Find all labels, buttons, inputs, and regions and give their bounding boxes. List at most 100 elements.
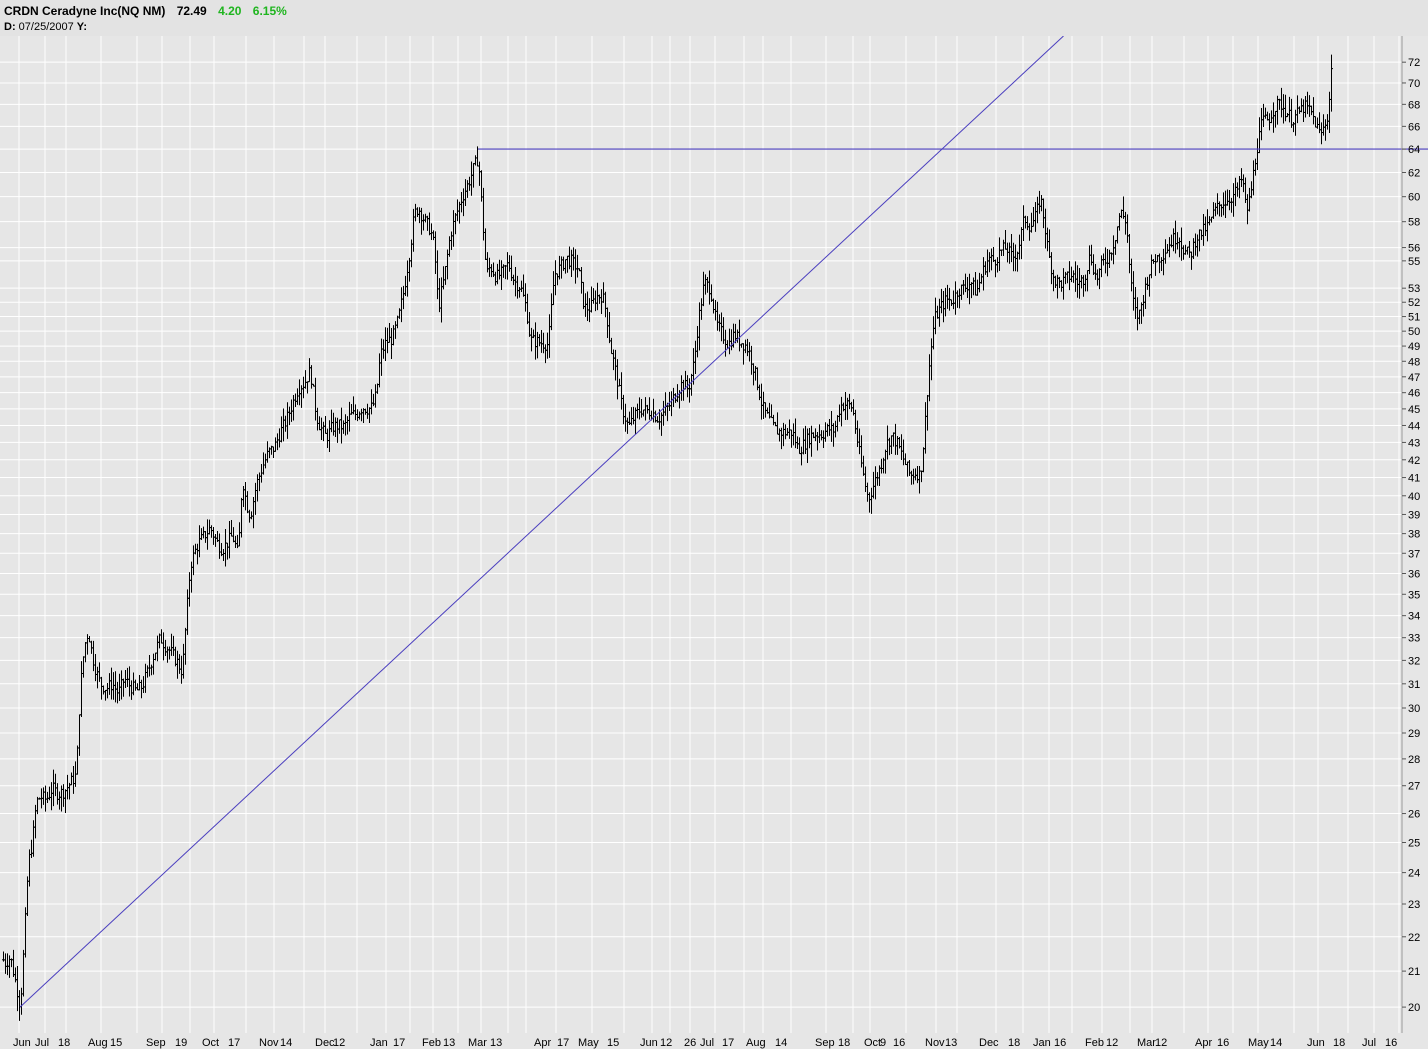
x-tick-label: 18	[58, 1037, 70, 1049]
y-tick-label: 42	[1408, 455, 1420, 467]
y-tick-label: 45	[1408, 404, 1420, 416]
x-tick-label: 17	[228, 1037, 240, 1049]
x-tick-label: Dec	[315, 1037, 335, 1049]
y-tick-label: 32	[1408, 655, 1420, 667]
y-tick-label: 21	[1408, 966, 1420, 978]
y-tick-label: 55	[1408, 256, 1420, 268]
y-tick-label: 31	[1408, 679, 1420, 691]
drawn-lines[interactable]	[19, 36, 1428, 1008]
plot-background	[0, 36, 1402, 1033]
y-tick-label: 52	[1408, 297, 1420, 309]
x-tick-label: 12	[1155, 1037, 1167, 1049]
y-tick-label: 68	[1408, 99, 1420, 111]
y-axis: 20 21 22 23 24 25 26 27 28 29 30 31 32 33 34 35 36 37 38 39…	[1402, 57, 1420, 1014]
y-tick-label: 47	[1408, 372, 1420, 384]
y-tick-label: 40	[1408, 491, 1420, 503]
price-change-percent: 6.15%	[252, 4, 287, 18]
x-tick-label: 12	[660, 1037, 672, 1049]
x-tick-label: 26	[684, 1037, 696, 1049]
x-tick-label: Feb	[422, 1037, 441, 1049]
x-tick-label: 18	[1008, 1037, 1020, 1049]
y-tick-label: 41	[1408, 473, 1420, 485]
y-tick-label: 50	[1408, 326, 1420, 338]
y-tick-label: 23	[1408, 899, 1420, 911]
x-tick-label: Aug	[746, 1037, 766, 1049]
x-tick-label: Sep	[815, 1037, 835, 1049]
y-tick-label: 49	[1408, 341, 1420, 353]
chart-header: CRDN Ceradyne Inc(NQ NM) 72.49 4.20 6.15…	[0, 0, 1428, 36]
y-tick-label: 38	[1408, 529, 1420, 541]
x-tick-label: 13	[945, 1037, 957, 1049]
y-tick-label: 25	[1408, 837, 1420, 849]
x-tick-label: 17	[722, 1037, 734, 1049]
x-tick-label: Jan	[370, 1037, 388, 1049]
x-tick-label: Aug	[88, 1037, 108, 1049]
x-tick-label: Sep	[146, 1037, 166, 1049]
y-tick-label: 58	[1408, 217, 1420, 229]
price-bars	[2, 54, 1333, 1021]
x-tick-label: 12	[1106, 1037, 1118, 1049]
x-tick-label: Mar	[1137, 1037, 1156, 1049]
x-tick-label: 13	[443, 1037, 455, 1049]
x-tick-label: 12	[333, 1037, 345, 1049]
x-tick-label: 14	[775, 1037, 787, 1049]
x-tick-label: 18	[1333, 1037, 1345, 1049]
y-tick-label: 64	[1408, 144, 1420, 156]
x-tick-label: 14	[1270, 1037, 1282, 1049]
x-tick-label: Oct	[202, 1037, 219, 1049]
x-tick-label: Feb	[1085, 1037, 1104, 1049]
y-tick-label: 33	[1408, 633, 1420, 645]
x-tick-label: Jan	[1033, 1037, 1051, 1049]
y-tick-label: 46	[1408, 388, 1420, 400]
y-tick-label: 35	[1408, 589, 1420, 601]
x-tick-label: 16	[1054, 1037, 1066, 1049]
y-tick-label: 48	[1408, 356, 1420, 368]
x-tick-label: 16	[893, 1037, 905, 1049]
last-price: 72.49	[176, 4, 207, 18]
x-tick-label: Jul	[35, 1037, 49, 1049]
y-tick-label: 39	[1408, 509, 1420, 521]
cursor-readout: D: 07/25/2007 Y:	[4, 21, 87, 33]
vertical-grid	[18, 36, 1400, 1033]
y-tick-label: 26	[1408, 809, 1420, 821]
x-tick-label: 18	[838, 1037, 850, 1049]
symbol-title: CRDN Ceradyne Inc(NQ NM)	[4, 4, 166, 18]
x-tick-label: 15	[607, 1037, 619, 1049]
y-tick-label: 36	[1408, 568, 1420, 580]
y-tick-label: 27	[1408, 781, 1420, 793]
y-tick-label: 20	[1408, 1002, 1420, 1014]
y-tick-label: 29	[1408, 728, 1420, 740]
y-tick-label: 37	[1408, 548, 1420, 560]
x-tick-label: 16	[1217, 1037, 1229, 1049]
date-label: D:	[4, 21, 16, 33]
y-tick-label: 22	[1408, 932, 1420, 944]
x-tick-label: Apr	[534, 1037, 551, 1049]
y-tick-label: 24	[1408, 868, 1420, 880]
x-tick-label: 15	[110, 1037, 122, 1049]
x-tick-label: 19	[175, 1037, 187, 1049]
x-tick-label: 16	[1385, 1037, 1397, 1049]
y-tick-label: 30	[1408, 703, 1420, 715]
x-tick-label: 9	[880, 1037, 886, 1049]
y-tick-label: 60	[1408, 192, 1420, 204]
x-tick-label: Nov	[259, 1037, 279, 1049]
x-tick-label: Mar	[468, 1037, 487, 1049]
y-tick-label: 53	[1408, 283, 1420, 295]
x-tick-label: Jul	[700, 1037, 714, 1049]
y-tick-label: 56	[1408, 243, 1420, 255]
x-tick-label: Dec	[979, 1037, 999, 1049]
y-tick-label: 70	[1408, 78, 1420, 90]
x-tick-label: Apr	[1195, 1037, 1212, 1049]
price-chart[interactable]: 20 21 22 23 24 25 26 27 28 29 30 31 32 33 34 35 36 37 38 39…	[0, 36, 1428, 1049]
y-tick-label: 62	[1408, 167, 1420, 179]
x-tick-label: Jul	[1362, 1037, 1376, 1049]
y-tick-label: 44	[1408, 420, 1420, 432]
x-tick-label: 17	[393, 1037, 405, 1049]
x-tick-label: 14	[280, 1037, 292, 1049]
price-change: 4.20	[218, 4, 242, 18]
y-tick-label: 34	[1408, 611, 1420, 623]
y-tick-label: 66	[1408, 121, 1420, 133]
x-tick-label: 13	[490, 1037, 502, 1049]
y-tick-label: 43	[1408, 437, 1420, 449]
